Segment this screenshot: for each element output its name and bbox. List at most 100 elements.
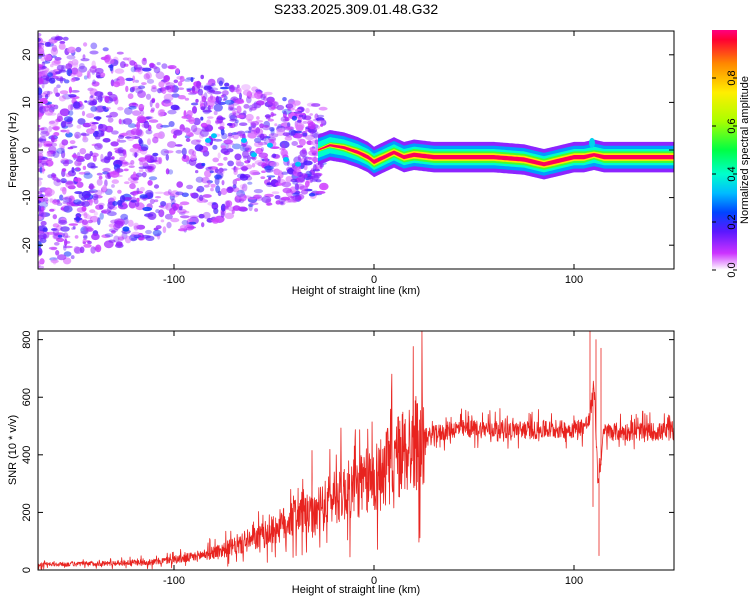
noise-blob — [196, 80, 201, 89]
spectrogram-y-ticks: -20 -10 0 10 20 — [21, 49, 674, 253]
noise-blob — [68, 223, 79, 226]
noise-blob — [38, 141, 43, 148]
noise-blob — [89, 50, 99, 55]
noise-blob — [204, 169, 212, 178]
noise-blob — [80, 230, 89, 235]
noise-blob — [72, 225, 76, 230]
noise-blob — [117, 236, 124, 242]
noise-blob — [280, 196, 291, 201]
noise-blob — [236, 84, 240, 89]
noise-blob — [51, 44, 58, 52]
noise-blob — [190, 77, 194, 83]
noise-blob — [201, 127, 210, 132]
noise-blob — [280, 201, 284, 205]
noise-blob — [38, 127, 41, 132]
noise-blob — [134, 79, 139, 83]
noise-blob — [190, 124, 198, 133]
noise-blob — [85, 215, 92, 220]
noise-blob — [153, 199, 159, 203]
noise-blob — [105, 173, 111, 179]
noise-blob — [247, 133, 257, 139]
noise-blob — [92, 99, 98, 106]
noise-blob — [115, 160, 124, 165]
noise-blob — [221, 180, 225, 186]
noise-blob — [282, 187, 292, 194]
noise-blob — [47, 112, 57, 116]
noise-blob — [242, 195, 252, 198]
noise-blob — [266, 175, 276, 178]
noise-blob — [114, 97, 119, 105]
noise-blob — [128, 105, 137, 110]
noise-blob — [188, 221, 197, 225]
noise-blob — [247, 197, 257, 200]
noise-blob — [63, 205, 73, 213]
noise-blob — [136, 197, 140, 203]
noise-blob — [220, 128, 225, 136]
noise-blob — [76, 152, 81, 159]
noise-blob — [211, 202, 217, 205]
noise-blob — [168, 121, 175, 127]
x-tick-label: -100 — [163, 575, 185, 587]
noise-blob — [78, 103, 85, 110]
noise-blob — [162, 98, 171, 104]
figure-title: S233.2025.309.01.48.G32 — [274, 1, 438, 17]
noise-blob — [267, 118, 274, 122]
y-tick-label: 0 — [21, 147, 33, 153]
noise-blob — [165, 202, 174, 211]
noise-blob — [130, 199, 137, 203]
noise-blob — [195, 98, 199, 103]
noise-blob — [40, 160, 47, 164]
noise-blob — [308, 150, 318, 157]
noise-blob — [59, 194, 64, 201]
noise-blob — [296, 184, 300, 192]
noise-blob — [38, 103, 44, 110]
noise-blob — [82, 165, 87, 170]
noise-blob — [50, 36, 59, 40]
noise-blob — [67, 104, 73, 111]
noise-blob — [287, 107, 295, 111]
noise-blob — [214, 168, 219, 174]
noise-blob — [218, 126, 225, 130]
noise-blob — [132, 110, 141, 116]
noise-blob — [56, 147, 66, 154]
noise-blob — [311, 103, 321, 107]
noise-blob — [67, 46, 76, 54]
noise-blob — [256, 116, 260, 120]
colorbar-ticks: 0.0 0.2 0.4 0.6 0.8 — [712, 70, 738, 278]
noise-blob — [313, 164, 318, 171]
noise-blob — [63, 251, 72, 257]
noise-blob — [291, 141, 299, 146]
noise-blob — [137, 90, 147, 98]
noise-blob — [82, 54, 86, 60]
noise-blob — [293, 167, 297, 174]
noise-blob — [207, 105, 211, 111]
noise-blob — [220, 188, 228, 195]
noise-blob — [63, 79, 70, 84]
noise-blob — [53, 59, 61, 65]
noise-blob — [165, 154, 169, 161]
noise-blob — [111, 179, 120, 184]
noise-blob — [223, 139, 233, 145]
noise-blob — [64, 235, 71, 238]
noise-blob — [66, 68, 73, 77]
noise-blob — [152, 65, 158, 70]
noise-blob — [147, 180, 153, 186]
noise-blob — [47, 72, 53, 78]
x-tick-label: 100 — [565, 274, 583, 286]
noise-blob — [53, 104, 59, 110]
noise-blob — [80, 58, 90, 62]
noise-blob — [316, 114, 325, 118]
x-tick-label: 0 — [371, 575, 377, 587]
noise-blob — [145, 116, 152, 120]
noise-blob — [190, 192, 194, 197]
noise-blob — [131, 86, 136, 92]
noise-blob — [90, 95, 94, 99]
noise-blob — [235, 99, 245, 105]
noise-blob — [232, 184, 237, 189]
noise-blob — [105, 106, 111, 110]
noise-blob — [68, 110, 74, 116]
noise-blob — [40, 127, 45, 131]
noise-blob — [43, 233, 47, 240]
noise-blob — [154, 191, 165, 194]
noise-blob — [286, 101, 297, 110]
